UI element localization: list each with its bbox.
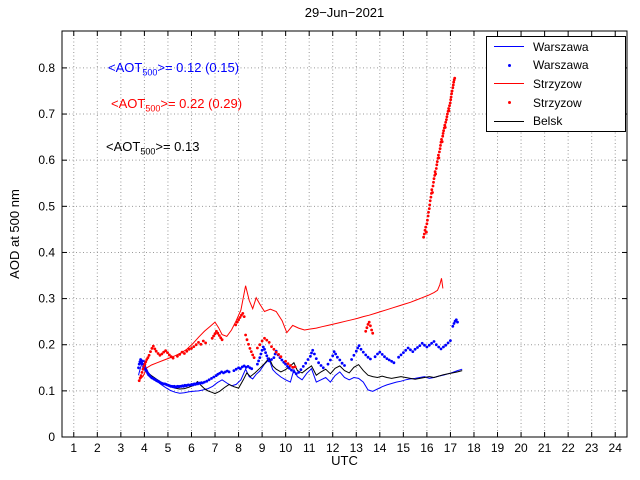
- annotation-pre: <AOT: [108, 60, 143, 75]
- y-tick-label: 0.7: [38, 107, 55, 121]
- x-tick-label: 7: [212, 441, 219, 455]
- x-tick-label: 8: [235, 441, 242, 455]
- line-swatch-icon: [494, 120, 524, 122]
- series-strzyzow-model: [139, 278, 444, 381]
- legend-label: Warszawa: [533, 39, 589, 54]
- x-tick-label: 17: [444, 441, 458, 455]
- aot-annotation-belsk: <AOT500>= 0.13: [106, 139, 199, 157]
- x-tick-label: 24: [609, 441, 623, 455]
- x-tick-label: 21: [538, 441, 552, 455]
- x-tick-label: 3: [118, 441, 125, 455]
- x-tick-label: 22: [561, 441, 575, 455]
- legend: Warszawa Warszawa Strzyzow Strzyzow Belsk: [486, 36, 626, 132]
- legend-label: Warszawa: [533, 58, 589, 73]
- legend-item-warszawa-line: Warszawa: [487, 38, 625, 56]
- x-tick-label: 2: [94, 441, 101, 455]
- x-tick-label: 4: [141, 441, 148, 455]
- x-axis-label: UTC: [331, 453, 358, 468]
- legend-line-sample: [494, 46, 524, 48]
- y-tick-label: 0.4: [38, 245, 55, 259]
- aot-annotation-strzyzow: <AOT500>= 0.22 (0.29): [111, 96, 242, 114]
- x-tick-label: 5: [165, 441, 172, 455]
- chart-title: 29−Jun−2021: [304, 5, 385, 20]
- legend-marker-sample: [494, 101, 524, 105]
- annotation-post: >= 0.13: [155, 139, 200, 154]
- legend-item-warszawa-marker: Warszawa: [487, 56, 625, 74]
- y-tick-label: 0.5: [38, 199, 55, 213]
- line-swatch-icon: [494, 46, 524, 48]
- legend-marker-sample: [494, 63, 524, 67]
- annotation-sub: 500: [145, 103, 161, 114]
- x-tick-label: 20: [514, 441, 528, 455]
- y-tick-label: 0.6: [38, 153, 55, 167]
- y-tick-label: 0.3: [38, 292, 55, 306]
- grid-lines: [62, 31, 627, 437]
- x-tick-label: 23: [585, 441, 599, 455]
- x-tick-label: 18: [467, 441, 481, 455]
- legend-item-strzyzow-line: Strzyzow: [487, 75, 625, 93]
- annotation-pre: <AOT: [106, 139, 141, 154]
- legend-line-sample: [494, 120, 524, 122]
- x-tick-label: 11: [303, 441, 316, 455]
- dot-swatch-icon: [507, 101, 511, 105]
- y-tick-label: 0: [48, 430, 55, 444]
- x-tick-label: 10: [279, 441, 293, 455]
- series-warszawa-photometer: [137, 318, 459, 389]
- annotation-post: >= 0.12 (0.15): [157, 60, 240, 75]
- annotation-post: >= 0.22 (0.29): [160, 96, 243, 111]
- axes-box: [61, 30, 628, 438]
- annotation-sub: 500: [142, 67, 158, 78]
- axis-ticks: 1 2 3 4 5 6 7 8 9 10 11 12 13 14 15 16 17 18 19 20 21 22 23 240…: [38, 31, 627, 455]
- x-tick-label: 9: [259, 441, 266, 455]
- x-tick-label: 16: [420, 441, 434, 455]
- x-tick-label: 19: [491, 441, 505, 455]
- annotation-pre: <AOT: [111, 96, 146, 111]
- x-tick-label: 14: [373, 441, 387, 455]
- x-tick-label: 1: [70, 441, 77, 455]
- legend-item-strzyzow-marker: Strzyzow: [487, 94, 625, 112]
- legend-line-sample: [494, 83, 524, 85]
- line-swatch-icon: [494, 83, 524, 85]
- y-tick-label: 0.1: [38, 384, 55, 398]
- series-warszawa-model: [138, 358, 463, 394]
- x-tick-label: 12: [326, 441, 340, 455]
- legend-label: Belsk: [533, 114, 563, 129]
- x-tick-label: 6: [188, 441, 195, 455]
- y-tick-label: 0.8: [38, 61, 55, 75]
- y-axis-label: AOD at 500 nm: [7, 189, 22, 279]
- legend-label: Strzyzow: [533, 95, 582, 110]
- dot-swatch-icon: [507, 63, 511, 67]
- aot-annotation-warszawa: <AOT500>= 0.12 (0.15): [108, 60, 239, 78]
- legend-item-belsk-line: Belsk: [487, 112, 625, 130]
- legend-label: Strzyzow: [533, 76, 582, 91]
- series-strzyzow-photometer: [137, 76, 457, 383]
- x-tick-label: 15: [397, 441, 411, 455]
- annotation-sub: 500: [140, 146, 156, 157]
- y-tick-label: 0.2: [38, 338, 55, 352]
- x-tick-label: 13: [350, 441, 364, 455]
